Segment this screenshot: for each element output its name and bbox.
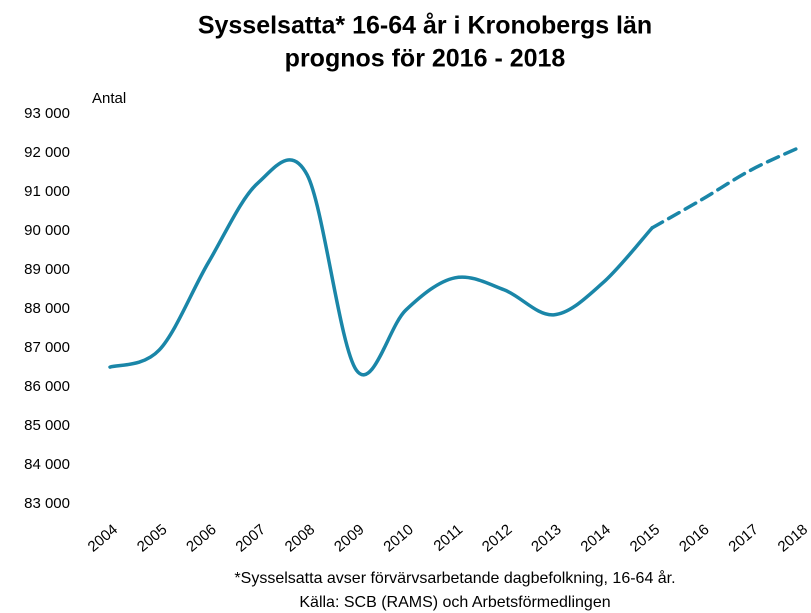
- y-tick-label: 91 000: [24, 183, 70, 200]
- footnote: *Sysselsatta avser förvärvsarbetande dag…: [234, 569, 675, 587]
- y-tick-label: 88 000: [24, 300, 70, 317]
- x-tick-label: 2015: [627, 521, 663, 555]
- y-tick-label: 86 000: [24, 378, 70, 395]
- x-tick-label: 2013: [528, 521, 564, 555]
- chart-title: prognos för 2016 - 2018: [285, 45, 566, 73]
- x-tick-label: 2014: [577, 521, 613, 555]
- x-tick-label: 2018: [775, 521, 811, 555]
- x-tick-label: 2009: [331, 521, 367, 555]
- x-tick-label: 2004: [85, 521, 121, 555]
- y-tick-label: 89 000: [24, 261, 70, 278]
- y-tick-label: 84 000: [24, 456, 70, 473]
- x-tick-label: 2008: [282, 521, 318, 555]
- x-tick-label: 2010: [380, 521, 416, 555]
- y-tick-label: 83 000: [24, 495, 70, 512]
- footnote: Källa: SCB (RAMS) och Arbetsförmedlingen: [299, 594, 610, 611]
- x-tick-label: 2006: [183, 521, 219, 555]
- y-tick-label: 93 000: [24, 105, 70, 122]
- line-series: [108, 158, 654, 377]
- y-tick-label: 90 000: [24, 222, 70, 239]
- y-axis-label: Antal: [92, 90, 126, 107]
- x-tick-label: 2011: [430, 521, 466, 555]
- x-tick-label: 2007: [232, 521, 268, 555]
- line-series: [650, 145, 802, 230]
- x-tick-label: 2017: [725, 521, 761, 555]
- y-tick-label: 92 000: [24, 144, 70, 161]
- x-tick-label: 2005: [134, 521, 170, 555]
- y-tick-label: 87 000: [24, 339, 70, 356]
- x-tick-label: 2016: [676, 521, 712, 555]
- y-tick-label: 85 000: [24, 417, 70, 434]
- x-tick-label: 2012: [479, 521, 515, 555]
- chart-title: Sysselsatta* 16-64 år i Kronobergs län: [198, 12, 652, 40]
